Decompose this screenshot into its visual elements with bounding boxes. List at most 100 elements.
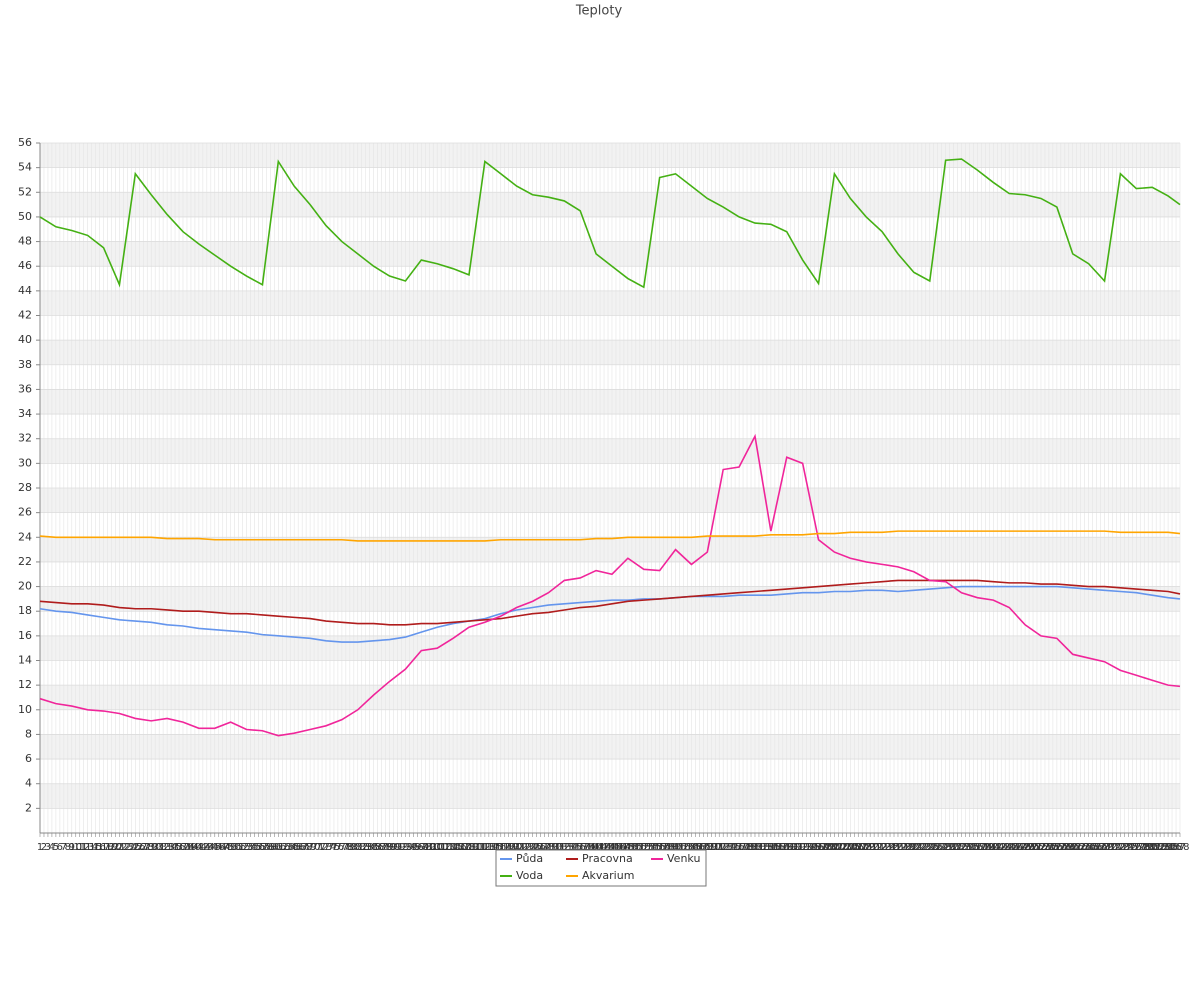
x-tick-label: 116 <box>487 842 506 853</box>
x-tick-label: 58 <box>260 842 273 853</box>
x-tick-label: 62 <box>276 842 289 853</box>
x-tick-label: 3 <box>45 842 51 853</box>
x-tick-label: 117 <box>491 842 510 853</box>
x-tick-label: 98 <box>419 842 432 853</box>
x-tick-label: 250 <box>1020 842 1039 853</box>
x-tick-label: 8 <box>65 842 71 853</box>
x-tick-label: 32 <box>157 842 170 853</box>
legend-label: Voda <box>516 869 543 882</box>
x-tick-label: 265 <box>1079 842 1098 853</box>
x-tick-label: 182 <box>749 842 768 853</box>
x-tick-label: 283 <box>1151 842 1170 853</box>
x-tick-label: 146 <box>606 842 625 853</box>
x-tick-label: 231 <box>944 842 963 853</box>
x-tick-label: 44 <box>204 842 217 853</box>
x-tick-label: 192 <box>789 842 808 853</box>
x-tick-label: 29 <box>145 842 158 853</box>
x-tick-label: 138 <box>575 842 594 853</box>
x-tick-label: 275 <box>1119 842 1138 853</box>
x-tick-label: 125 <box>523 842 542 853</box>
series-line <box>39 158 1181 289</box>
x-tick-label: 139 <box>579 842 598 853</box>
x-tick-label: 72 <box>316 842 329 853</box>
x-tick-label: 143 <box>594 842 613 853</box>
x-tick-label: 79 <box>343 842 356 853</box>
grid-band <box>40 488 1180 513</box>
x-tick-label: 123 <box>515 842 534 853</box>
x-tick-label: 220 <box>900 842 919 853</box>
x-tick-label: 288 <box>1170 842 1189 853</box>
x-tick-label: 82 <box>355 842 368 853</box>
x-tick-label: 5 <box>53 842 59 853</box>
x-tick-label: 39 <box>185 842 198 853</box>
y-tick-label: 12 <box>18 678 32 691</box>
x-tick-label: 252 <box>1027 842 1046 853</box>
x-tick-label: 258 <box>1051 842 1070 853</box>
x-tick-label: 213 <box>873 842 892 853</box>
y-tick-label: 36 <box>18 382 32 395</box>
x-tick-label: 261 <box>1063 842 1082 853</box>
grid-band <box>40 340 1180 365</box>
x-tick-label: 110 <box>463 842 482 853</box>
x-tick-label: 254 <box>1035 842 1054 853</box>
x-tick-label: 26 <box>133 842 146 853</box>
x-tick-label: 171 <box>706 842 725 853</box>
x-tick-label: 241 <box>984 842 1003 853</box>
x-tick-label: 124 <box>519 842 538 853</box>
x-tick-label: 137 <box>571 842 590 853</box>
x-tick-label: 88 <box>379 842 392 853</box>
x-tick-label: 286 <box>1163 842 1182 853</box>
x-tick-label: 80 <box>347 842 360 853</box>
x-tick-label: 94 <box>403 842 416 853</box>
x-tick-label: 96 <box>411 842 424 853</box>
x-tick-label: 129 <box>539 842 558 853</box>
x-tick-label: 70 <box>308 842 321 853</box>
x-tick-label: 238 <box>972 842 991 853</box>
x-tick-label: 100 <box>424 842 443 853</box>
x-tick-label: 219 <box>896 842 915 853</box>
x-tick-label: 158 <box>654 842 673 853</box>
x-tick-label: 15 <box>89 842 102 853</box>
x-tick-label: 4 <box>49 842 55 853</box>
x-tick-label: 181 <box>745 842 764 853</box>
x-tick-label: 92 <box>395 842 408 853</box>
y-tick-label: 56 <box>18 136 32 149</box>
x-tick-label: 140 <box>583 842 602 853</box>
x-tick-label: 109 <box>459 842 478 853</box>
x-tick-label: 208 <box>853 842 872 853</box>
x-tick-label: 9 <box>69 842 75 853</box>
x-tick-label: 196 <box>805 842 824 853</box>
x-tick-label: 50 <box>228 842 241 853</box>
x-tick-label: 205 <box>841 842 860 853</box>
x-tick-label: 17 <box>97 842 110 853</box>
x-tick-label: 103 <box>436 842 455 853</box>
x-tick-label: 144 <box>598 842 617 853</box>
x-tick-label: 31 <box>153 842 166 853</box>
x-tick-label: 270 <box>1099 842 1118 853</box>
y-tick-label: 44 <box>18 284 32 297</box>
series-line <box>39 585 1181 643</box>
x-tick-label: 175 <box>722 842 741 853</box>
x-tick-label: 215 <box>880 842 899 853</box>
x-tick-label: 112 <box>471 842 490 853</box>
x-tick-label: 189 <box>777 842 796 853</box>
x-tick-label: 20 <box>109 842 122 853</box>
x-tick-label: 114 <box>479 842 498 853</box>
x-tick-label: 234 <box>956 842 975 853</box>
x-tick-label: 260 <box>1059 842 1078 853</box>
x-tick-label: 102 <box>432 842 451 853</box>
x-tick-label: 193 <box>793 842 812 853</box>
x-tick-label: 183 <box>753 842 772 853</box>
x-tick-label: 49 <box>224 842 237 853</box>
x-tick-label: 106 <box>448 842 467 853</box>
x-tick-label: 194 <box>797 842 816 853</box>
x-tick-label: 133 <box>555 842 574 853</box>
x-tick-label: 251 <box>1023 842 1042 853</box>
x-tick-label: 38 <box>181 842 194 853</box>
x-tick-label: 142 <box>591 842 610 853</box>
y-tick-label: 32 <box>18 432 32 445</box>
x-tick-label: 277 <box>1127 842 1146 853</box>
y-tick-label: 24 <box>18 530 32 543</box>
x-tick-label: 83 <box>359 842 372 853</box>
x-tick-label: 165 <box>682 842 701 853</box>
